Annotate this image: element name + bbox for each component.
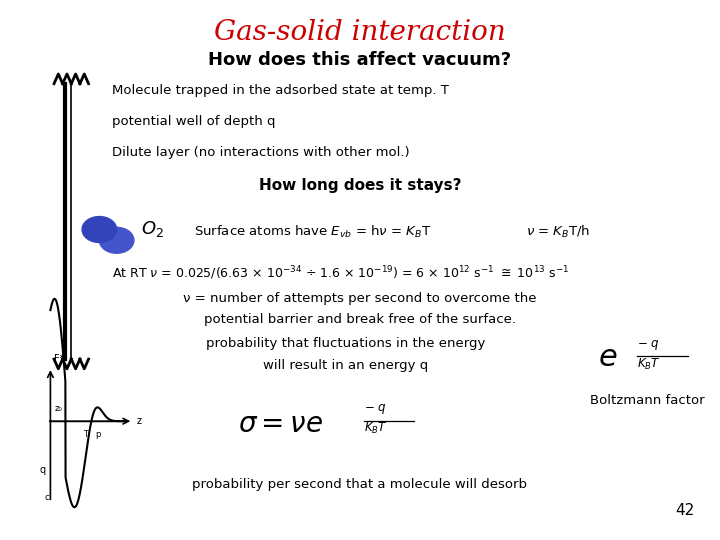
Text: c: c	[45, 493, 49, 502]
Text: probability that fluctuations in the energy: probability that fluctuations in the ene…	[206, 338, 485, 350]
Text: $e$: $e$	[598, 343, 617, 372]
Text: ν = number of attempts per second to overcome the: ν = number of attempts per second to ove…	[184, 292, 536, 305]
Text: 42: 42	[675, 503, 695, 518]
Text: probability per second that a molecule will desorb: probability per second that a molecule w…	[192, 478, 528, 491]
Circle shape	[99, 227, 134, 253]
Circle shape	[82, 217, 117, 242]
Text: $K_B T$: $K_B T$	[637, 356, 661, 372]
Text: How long does it stays?: How long does it stays?	[258, 178, 462, 193]
Text: q: q	[40, 465, 46, 475]
Text: T: T	[84, 430, 89, 439]
Text: At RT $\nu$ = 0.025/(6.63 $\times$ 10$^{-34}$ $\div$ 1.6 $\times$ 10$^{-19}$) = : At RT $\nu$ = 0.025/(6.63 $\times$ 10$^{…	[112, 265, 569, 282]
Text: Gas-solid interaction: Gas-solid interaction	[214, 19, 506, 46]
Text: z: z	[137, 416, 142, 426]
Text: $\sigma = \nu e$: $\sigma = \nu e$	[238, 410, 323, 438]
Text: $-\ q$: $-\ q$	[637, 338, 660, 352]
Text: $K_B T$: $K_B T$	[364, 421, 387, 436]
Text: Surface atoms have $E_{vb}$ = h$\nu$ = $K_B$T: Surface atoms have $E_{vb}$ = h$\nu$ = $…	[194, 224, 432, 240]
Text: Dilute layer (no interactions with other mol.): Dilute layer (no interactions with other…	[112, 146, 409, 159]
Text: $O_2$: $O_2$	[141, 219, 164, 239]
Text: $-\ q$: $-\ q$	[364, 402, 386, 416]
Text: How does this affect vacuum?: How does this affect vacuum?	[208, 51, 512, 69]
Text: potential well of depth q: potential well of depth q	[112, 115, 275, 128]
Text: will result in an energy q: will result in an energy q	[263, 359, 428, 372]
Text: $\nu$ = $K_B$T/h: $\nu$ = $K_B$T/h	[526, 224, 590, 240]
Text: Molecule trapped in the adsorbed state at temp. T: Molecule trapped in the adsorbed state a…	[112, 84, 449, 97]
Text: F*: F*	[54, 354, 64, 364]
Text: potential barrier and break free of the surface.: potential barrier and break free of the …	[204, 313, 516, 326]
Text: Boltzmann factor: Boltzmann factor	[590, 394, 705, 407]
Text: p: p	[95, 430, 100, 439]
Text: z₀: z₀	[55, 404, 63, 413]
